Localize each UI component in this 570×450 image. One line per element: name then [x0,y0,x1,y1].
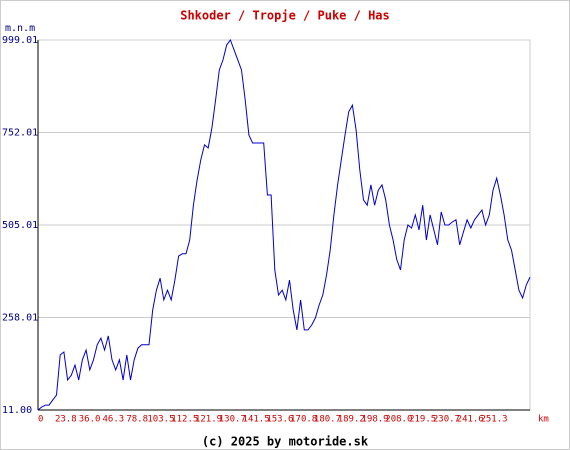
x-tick-label: 0 [38,415,43,425]
elevation-line [37,38,531,411]
x-tick-label: 219.5 [409,415,436,425]
x-tick-label: 23.8 [55,415,77,425]
chart-title: Shkoder / Tropje / Puke / Has [180,9,390,23]
x-axis-label: km [538,415,549,425]
x-tick-label: 180.7 [314,415,341,425]
x-tick-label: 170.8 [290,415,317,425]
x-tick-label: 141.5 [243,415,270,425]
x-tick-label: 46.3 [103,415,125,425]
x-tick-label: 78.8 [126,415,148,425]
y-tick-label: 11.00 [2,405,32,416]
x-tick-label: 130.7 [219,415,246,425]
x-tick-label: 189.2 [338,415,365,425]
x-tick-label: 121.9 [195,415,222,425]
x-tick-label: 251.3 [480,415,507,425]
x-tick-label: 153.6 [266,415,293,425]
x-tick-label: 230.7 [433,415,460,425]
y-axis-label: m.n.m [5,23,35,34]
y-tick-label: 752.01 [2,127,38,138]
y-tick-label: 258.01 [2,312,38,323]
y-tick-label: 505.01 [2,220,38,231]
x-tick-label: 208.0 [385,415,412,425]
x-tick-label: 112.5 [171,415,198,425]
x-tick-label: 103.5 [147,415,174,425]
y-tick-label: 999.01 [2,35,38,46]
x-tick-label: 241.6 [457,415,484,425]
footer: (c) 2025 by motoride.sk [202,435,369,449]
x-tick-label: 36.0 [79,415,101,425]
x-tick-label: 198.9 [362,415,389,425]
